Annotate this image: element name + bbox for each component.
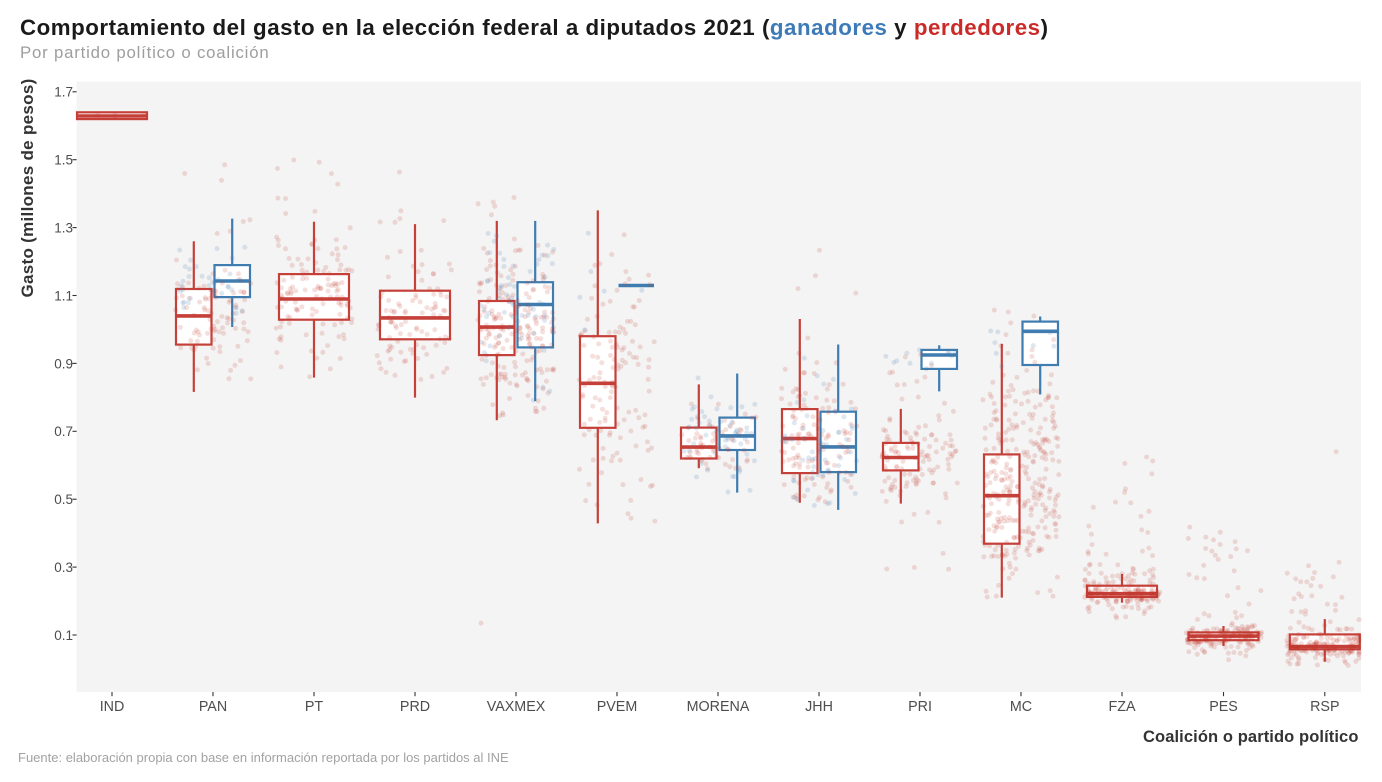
svg-text:MORENA: MORENA [687, 699, 750, 715]
svg-text:0.3: 0.3 [54, 560, 73, 575]
svg-text:PES: PES [1209, 699, 1238, 715]
svg-text:0.9: 0.9 [54, 356, 73, 371]
svg-text:Gasto (millones de pesos): Gasto (millones de pesos) [18, 78, 37, 297]
svg-text:IND: IND [100, 699, 125, 715]
svg-text:MC: MC [1010, 699, 1032, 715]
svg-text:VAXMEX: VAXMEX [487, 699, 546, 715]
svg-text:JHH: JHH [805, 699, 833, 715]
svg-text:RSP: RSP [1310, 699, 1339, 715]
svg-text:PRI: PRI [908, 699, 932, 715]
svg-text:PT: PT [305, 699, 324, 715]
svg-text:PAN: PAN [199, 699, 227, 715]
svg-text:Coalición o partido político: Coalición o partido político [1143, 728, 1358, 746]
svg-text:Comportamiento del gasto en la: Comportamiento del gasto en la elección … [20, 15, 1049, 40]
svg-text:0.5: 0.5 [54, 492, 73, 507]
svg-text:FZA: FZA [1108, 699, 1135, 715]
svg-text:PVEM: PVEM [597, 699, 638, 715]
svg-text:PRD: PRD [400, 699, 430, 715]
svg-text:1.5: 1.5 [54, 153, 73, 168]
svg-text:1.7: 1.7 [54, 85, 73, 100]
svg-text:1.3: 1.3 [54, 221, 73, 236]
svg-text:1.1: 1.1 [54, 288, 73, 303]
svg-text:Fuente: elaboración propia con: Fuente: elaboración propia con base en i… [18, 750, 509, 765]
svg-text:0.7: 0.7 [54, 424, 73, 439]
svg-text:Por partido político o coalici: Por partido político o coalición [20, 43, 269, 62]
svg-text:0.1: 0.1 [54, 628, 73, 643]
